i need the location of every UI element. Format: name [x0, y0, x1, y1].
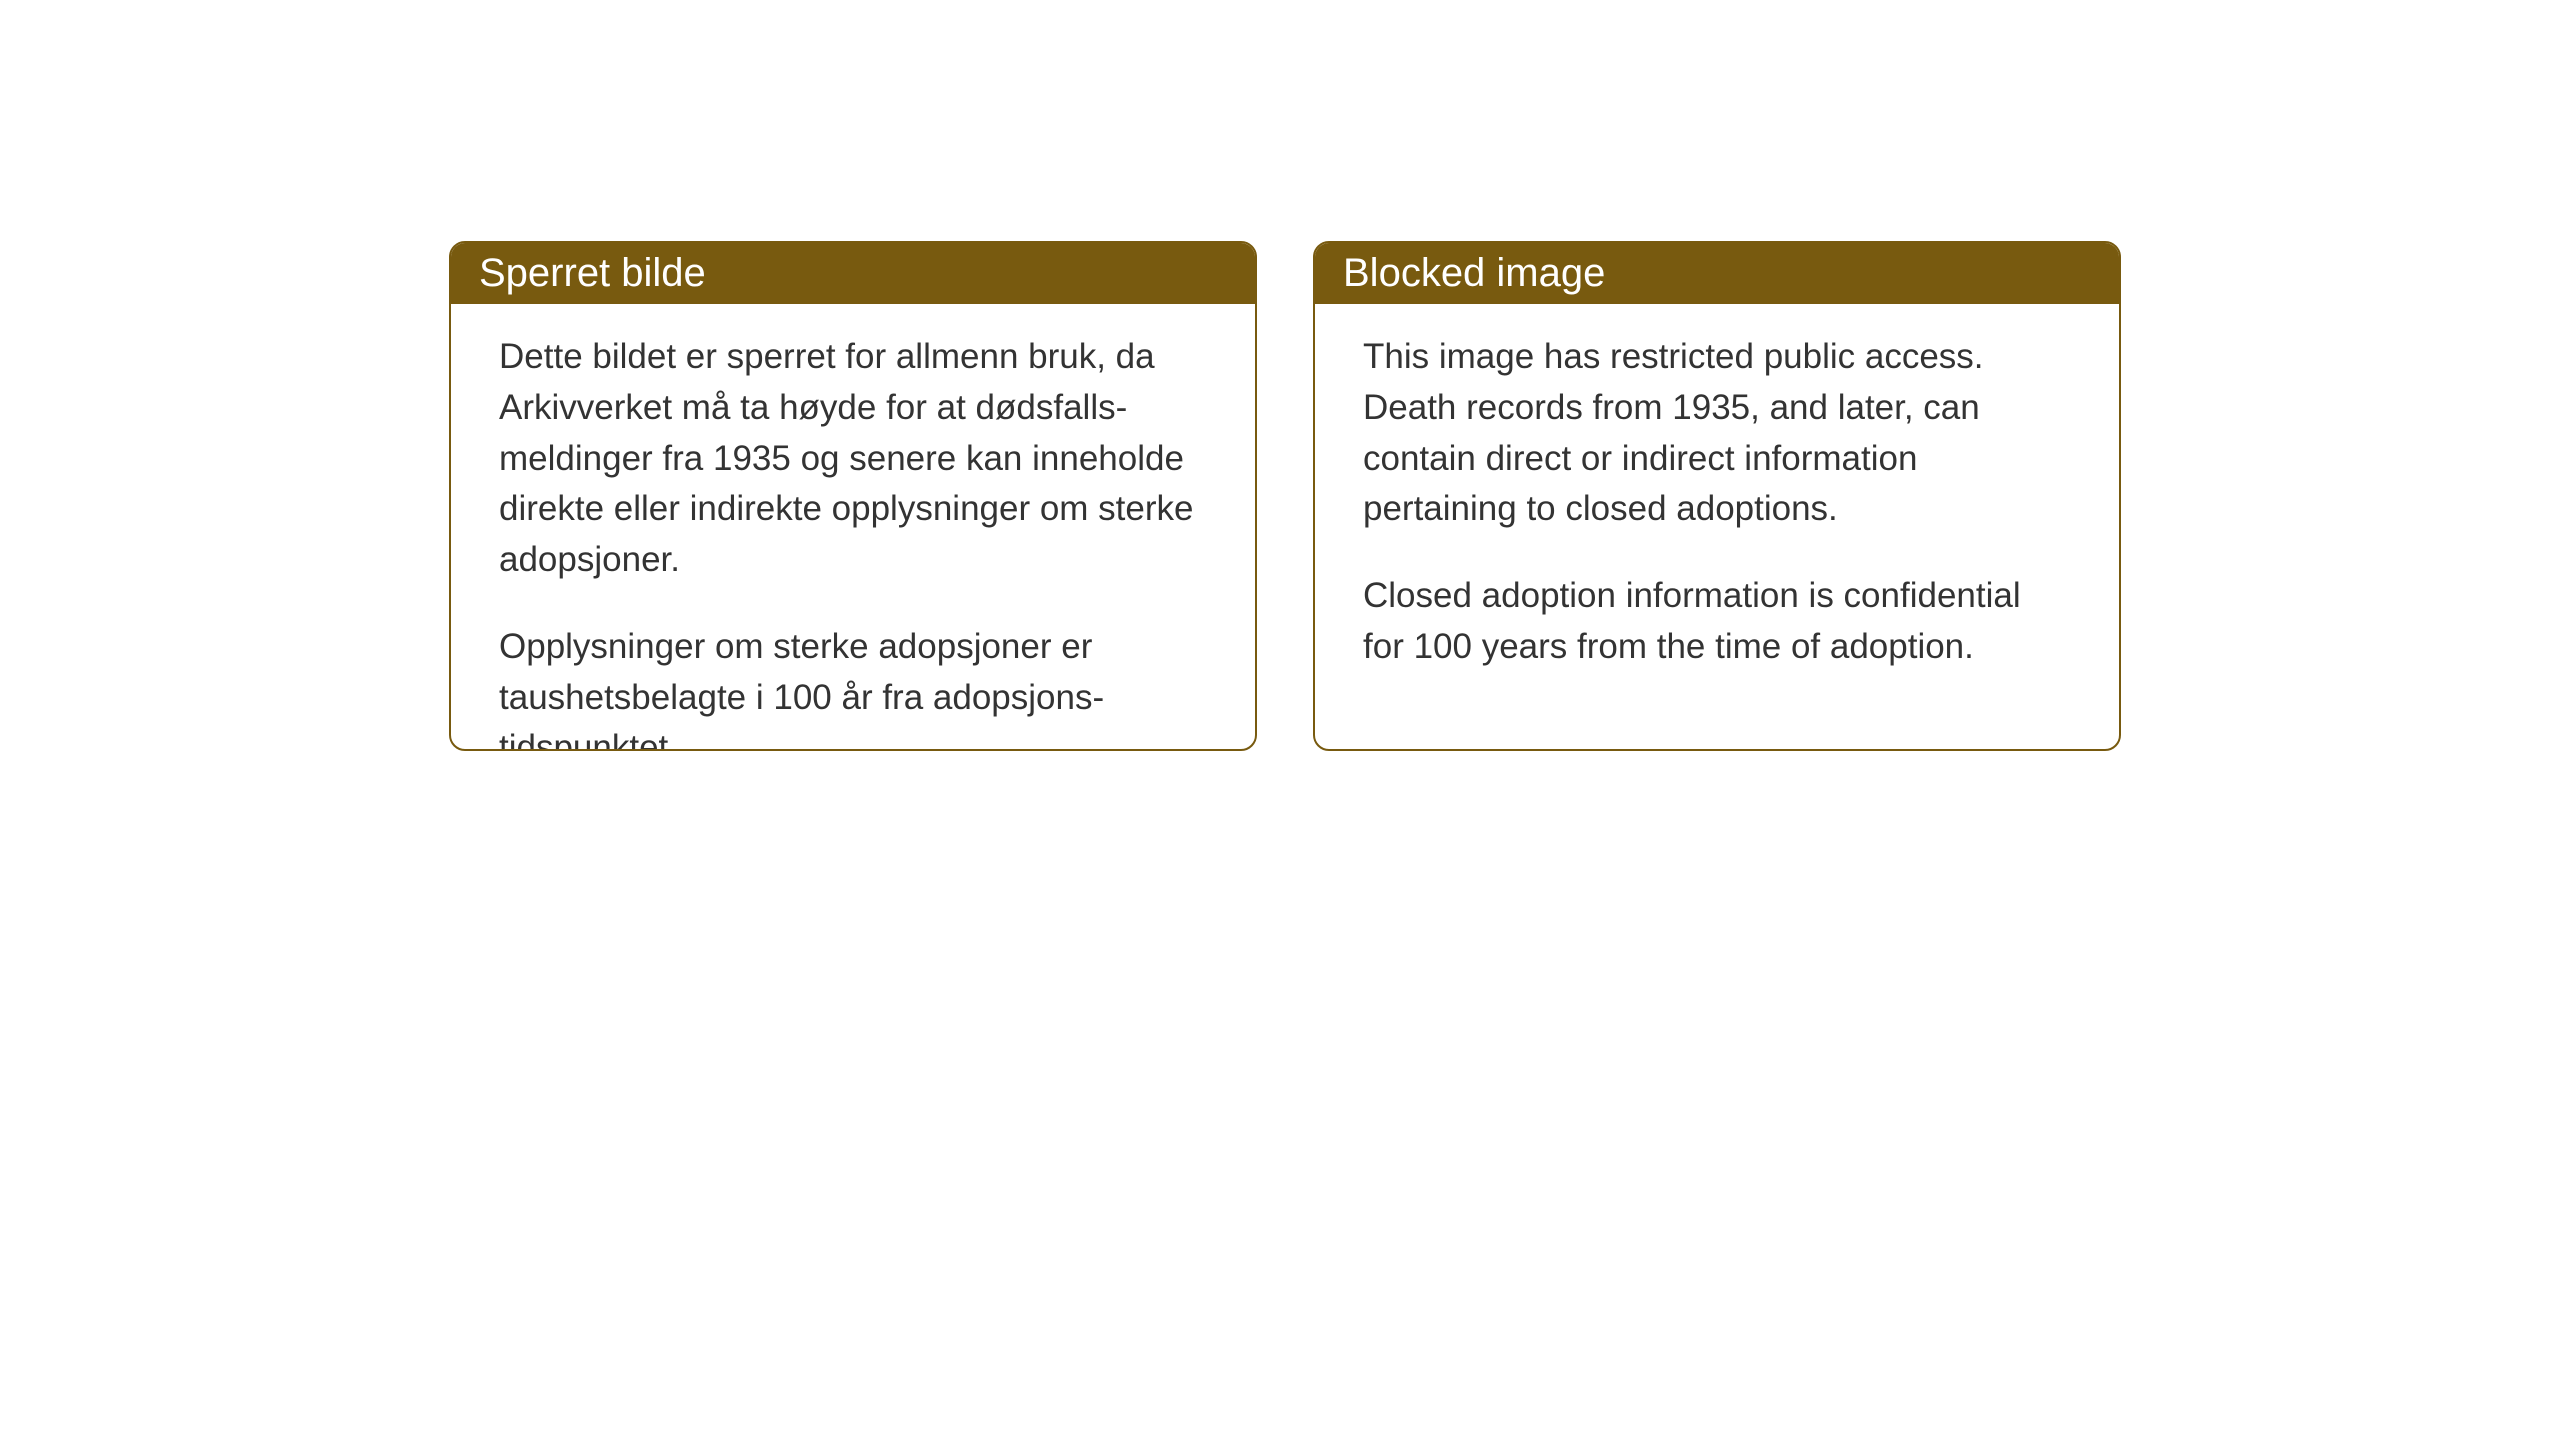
norwegian-card-title: Sperret bilde	[451, 243, 1255, 304]
notice-container: Sperret bilde Dette bildet er sperret fo…	[449, 241, 2121, 751]
norwegian-paragraph-2: Opplysninger om sterke adopsjoner er tau…	[499, 622, 1207, 751]
norwegian-notice-card: Sperret bilde Dette bildet er sperret fo…	[449, 241, 1257, 751]
english-card-body: This image has restricted public access.…	[1315, 304, 2119, 701]
norwegian-card-body: Dette bildet er sperret for allmenn bruk…	[451, 304, 1255, 751]
english-notice-card: Blocked image This image has restricted …	[1313, 241, 2121, 751]
english-card-title: Blocked image	[1315, 243, 2119, 304]
english-paragraph-2: Closed adoption information is confident…	[1363, 571, 2071, 673]
english-paragraph-1: This image has restricted public access.…	[1363, 332, 2071, 535]
norwegian-paragraph-1: Dette bildet er sperret for allmenn bruk…	[499, 332, 1207, 586]
